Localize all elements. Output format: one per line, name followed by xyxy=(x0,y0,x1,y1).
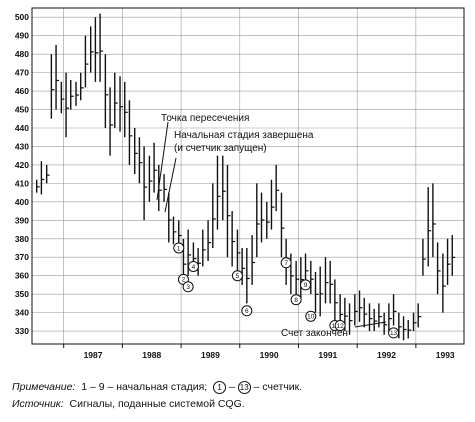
y-tick-label: 410 xyxy=(15,178,29,188)
counter-label: 12 xyxy=(337,323,345,330)
price-chart: 5004904804704604504404304204104003903803… xyxy=(15,7,465,360)
annotation-counter-started: (и счетчик запущен) xyxy=(174,143,267,154)
counter-label: 8 xyxy=(294,297,298,304)
counter-label: 4 xyxy=(192,264,196,271)
annotation-arrow-crossing xyxy=(156,121,169,201)
y-tick-label: 420 xyxy=(15,160,29,170)
annotation-arrow-start xyxy=(164,157,177,213)
counter-marker xyxy=(187,260,199,272)
source-label: Источник: xyxy=(12,398,64,410)
counter-marker xyxy=(334,320,346,332)
y-tick-label: 390 xyxy=(15,215,29,225)
counter-markers: 12345678910111213 xyxy=(173,242,400,339)
x-tick-label: 1989 xyxy=(201,350,220,360)
counter-marker xyxy=(280,257,292,269)
note-range: 1 – 9 – начальная стадия; xyxy=(81,381,208,393)
y-tick-label: 370 xyxy=(15,252,29,262)
y-tick-label: 330 xyxy=(15,326,29,336)
annotation-arrow-end xyxy=(354,321,387,328)
y-tick-label: 460 xyxy=(15,86,29,96)
counter-label: 9 xyxy=(304,282,308,289)
x-tick-label: 1988 xyxy=(142,350,161,360)
y-tick-label: 450 xyxy=(15,105,29,115)
counter-label: 13 xyxy=(390,330,398,337)
chart-notes: Примечание: 1 – 9 – начальная стадия; 1 … xyxy=(12,379,302,413)
note-tail: – счетчик. xyxy=(253,381,303,393)
note-dash: – xyxy=(228,381,235,393)
y-axis: 500 490 480 470 460 450 440 430 420 410 400 390 380 3… xyxy=(15,12,29,336)
counter-label: 2 xyxy=(182,277,186,284)
note-line: Примечание: 1 – 9 – начальная стадия; 1 … xyxy=(12,379,302,396)
counter-label: 7 xyxy=(284,260,288,267)
x-axis: 1987 1988 1989 1990 1991 1992 1993 xyxy=(63,344,455,360)
chart-grid xyxy=(32,8,464,344)
y-tick-label: 440 xyxy=(15,123,29,133)
y-tick-label: 500 xyxy=(15,12,29,22)
counter-marker xyxy=(182,281,194,293)
x-tick-label: 1987 xyxy=(84,350,103,360)
counter-marker xyxy=(241,305,253,317)
y-tick-label: 430 xyxy=(15,141,29,151)
annotation-crossing: Точка пересечения xyxy=(161,113,249,124)
note-counter-1: 1 xyxy=(213,380,227,394)
note-counter-13: 13 xyxy=(237,380,251,394)
plot-frame xyxy=(31,7,465,345)
source-line: Источник: Сигналы, поданные системой CQG… xyxy=(12,396,302,413)
y-tick-label: 350 xyxy=(15,289,29,299)
x-tick-label: 1993 xyxy=(436,350,455,360)
y-tick-label: 340 xyxy=(15,308,29,318)
y-tick-label: 360 xyxy=(15,271,29,281)
y-tick-label: 470 xyxy=(15,68,29,78)
note-label: Примечание: xyxy=(12,381,76,393)
y-tick-label: 490 xyxy=(15,31,29,41)
x-tick-label: 1992 xyxy=(377,350,396,360)
source-text: Сигналы, поданные системой CQG. xyxy=(69,398,245,410)
counter-label: 3 xyxy=(186,284,190,291)
counter-marker xyxy=(305,310,317,322)
y-tick-label: 480 xyxy=(15,49,29,59)
counter-label: 5 xyxy=(236,273,240,280)
counter-marker xyxy=(388,327,400,339)
counter-marker xyxy=(231,270,243,282)
annotation-count-finished: Счет закончен xyxy=(281,328,348,339)
counter-marker xyxy=(290,294,302,306)
counter-label: 10 xyxy=(307,314,315,321)
counter-label: 1 xyxy=(177,245,181,252)
annotation-initial-stage: Начальная стадия завершена xyxy=(174,130,314,141)
x-tick-label: 1991 xyxy=(318,350,337,360)
y-tick-label: 400 xyxy=(15,197,29,207)
price-bars xyxy=(35,13,456,341)
x-tick-label: 1990 xyxy=(260,350,279,360)
annotations: Точка пересечения Начальная стадия завер… xyxy=(156,113,387,339)
counter-marker xyxy=(173,242,185,254)
y-tick-label: 380 xyxy=(15,234,29,244)
counter-label: 6 xyxy=(245,308,249,315)
counter-marker xyxy=(300,279,312,291)
